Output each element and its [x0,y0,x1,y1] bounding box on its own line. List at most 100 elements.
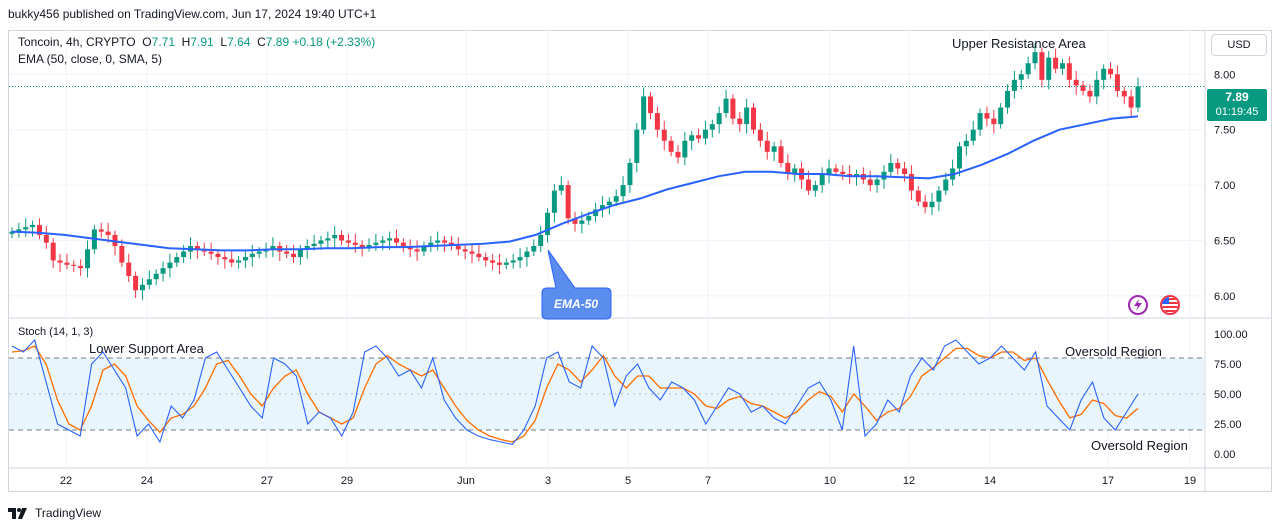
candle-body [1053,57,1059,69]
candle-body [819,174,825,186]
stoch-d-line [11,345,1139,443]
candle-body [764,140,770,152]
candle-body [977,113,983,130]
candle-body [1039,52,1045,80]
candle-body [174,257,180,263]
candle-body [675,151,681,158]
candle-body [215,253,221,258]
oversold-region-label-top: Oversold Region [1065,344,1162,359]
candle-body [229,259,235,263]
time-tick-label: 5 [625,475,631,487]
candle-body [956,146,962,169]
candle-body [490,260,496,263]
candle-body [428,242,434,246]
candle-body [661,129,667,141]
candle-body [30,224,36,228]
candle-body [400,242,406,246]
ema-legend[interactable]: EMA (50, close, 0, SMA, 5) [18,52,163,66]
stoch-legend[interactable]: Stoch (14, 1, 3) [18,326,94,338]
time-tick-label: 3 [545,475,551,487]
candle-body [256,251,262,254]
us-flag-icon[interactable] [1160,295,1180,315]
candle-body [915,190,921,202]
candle-body [462,249,468,252]
stoch-k-line [11,338,1139,446]
time-tick-label: 27 [261,475,273,487]
candle-body [1032,52,1038,64]
candle-body [1114,74,1120,91]
ohlc-change: +0.18 (+2.33%) [292,35,376,49]
candle-body [291,253,296,258]
candle-body [854,174,859,177]
ema-callout-label: EMA-50 [554,297,598,311]
candle-body [943,179,949,191]
candle-body [586,216,592,221]
ema-callout-bubble [541,249,612,320]
candle-body [751,107,757,130]
upper-resistance-label: Upper Resistance Area [952,36,1086,51]
candle-body [1025,63,1031,75]
candle-body [1087,90,1093,97]
candle-body [730,98,736,119]
candle-body [757,129,763,141]
candle-body [1018,74,1024,80]
candle-body [160,268,166,274]
candle-body [194,246,200,250]
time-tick-label: 12 [903,475,915,487]
candle-body [524,251,530,258]
candle-body [325,238,331,241]
candle-body [1066,63,1072,80]
candle-body [922,201,928,208]
candle-body [455,246,461,250]
candle-body [970,129,976,141]
candle-body [442,240,448,243]
candle-body [297,249,303,258]
candle-body [572,218,578,224]
oversold-region-label-bottom: Oversold Region [1091,438,1188,453]
candle-body [359,244,365,248]
candle-body [545,212,551,235]
candle-body [606,201,612,206]
candle-body [984,113,990,119]
candle-body [531,246,537,252]
candle-body [380,240,386,243]
ohlc-low: L7.64 [217,35,251,49]
ohlc-close: C7.89 [253,35,290,49]
time-tick-label: 19 [1184,475,1196,487]
ohlc-high: H7.91 [178,35,214,49]
candle-body [599,205,605,210]
candle-body [153,273,159,280]
candle-body [222,257,228,260]
candle-body [771,146,777,152]
candle-body [737,118,743,125]
candle-body [1135,86,1141,108]
time-tick-label: 14 [984,475,996,487]
candle-body [249,253,255,258]
candle-body [78,265,84,269]
candle-body [139,284,145,291]
candle-body [648,96,654,114]
time-tick-label: 29 [341,475,353,487]
footer: TradingView [8,503,101,523]
currency-button[interactable]: USD [1211,34,1267,56]
candle-body [105,231,111,235]
stoch-tick-label: 100.00 [1214,329,1248,341]
candle-body [98,229,104,232]
candle-body [339,234,345,241]
last-price-tag: 7.89 01:19:45 [1207,89,1267,121]
stoch-tick-label: 50.00 [1214,389,1242,401]
candle-body [833,168,839,172]
candle-body [627,162,633,186]
candle-body [991,118,997,125]
candle-body [1080,85,1086,91]
candle-body [57,260,63,263]
candle-body [716,113,722,125]
candle-body [963,140,969,147]
candle-body [181,251,187,258]
lightning-icon[interactable] [1128,295,1148,315]
candle-body [654,113,660,130]
candle-body [723,98,729,114]
candle-body [510,260,516,263]
candle-body [826,168,832,174]
